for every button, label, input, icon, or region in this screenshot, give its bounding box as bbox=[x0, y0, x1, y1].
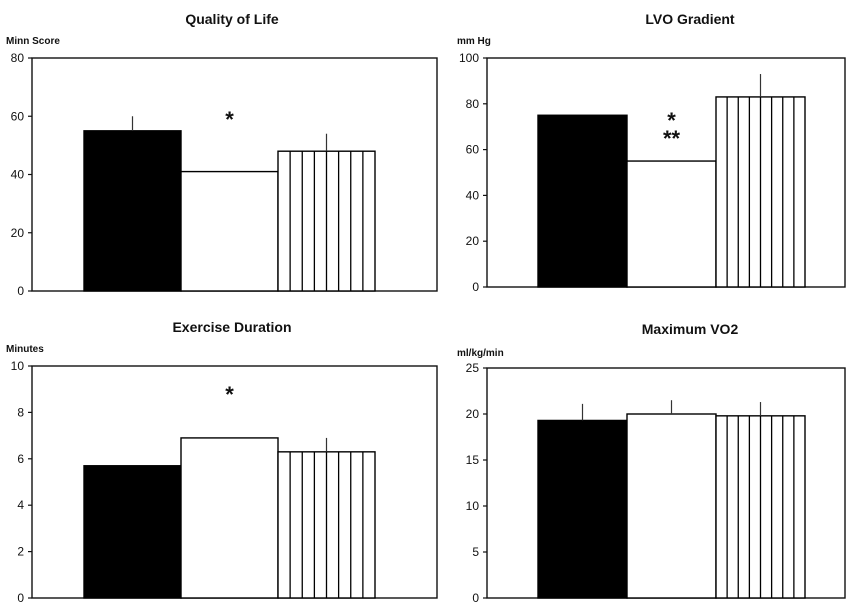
significance-marker: * bbox=[225, 107, 234, 132]
panel-2: Exercise Duration Minutes 0 2 4 6 8 10 * bbox=[6, 319, 438, 602]
y-tick-label: 5 bbox=[472, 545, 479, 559]
y-tick-label: 60 bbox=[466, 143, 480, 157]
bar-solid bbox=[83, 465, 182, 599]
panel-0: Quality of Life Minn Score 0 20 40 60 80 * bbox=[6, 11, 438, 298]
y-tick-label: 20 bbox=[11, 226, 25, 240]
y-tick-label: 100 bbox=[459, 51, 479, 65]
significance-marker: * bbox=[667, 108, 676, 133]
bar-open bbox=[180, 170, 279, 292]
chart-title: Quality of Life bbox=[185, 11, 279, 27]
y-tick-label: 15 bbox=[466, 453, 480, 467]
y-tick-label: 80 bbox=[466, 97, 480, 111]
y-tick-label: 10 bbox=[11, 359, 25, 373]
y-tick-label: 80 bbox=[11, 51, 25, 65]
bar-solid bbox=[537, 114, 628, 288]
bar-open bbox=[626, 160, 717, 288]
significance-marker: ** bbox=[663, 126, 681, 151]
y-tick-label: 6 bbox=[17, 452, 24, 466]
significance-marker: * bbox=[225, 382, 234, 407]
y-tick-label: 8 bbox=[17, 405, 24, 419]
y-tick-label: 20 bbox=[466, 234, 480, 248]
y-tick-label: 20 bbox=[466, 407, 480, 421]
y-tick-label: 0 bbox=[17, 591, 24, 602]
y-axis-label: Minn Score bbox=[6, 36, 60, 47]
y-tick-label: 4 bbox=[17, 498, 24, 512]
y-tick-label: 40 bbox=[466, 188, 480, 202]
y-tick-label: 40 bbox=[11, 168, 25, 182]
y-tick-label: 0 bbox=[17, 284, 24, 298]
bar-solid bbox=[83, 130, 182, 292]
y-axis-label: mm Hg bbox=[457, 36, 491, 47]
y-tick-label: 60 bbox=[11, 109, 25, 123]
y-tick-label: 25 bbox=[466, 361, 480, 375]
y-tick-label: 10 bbox=[466, 499, 480, 513]
y-tick-label: 2 bbox=[17, 545, 24, 559]
y-tick-label: 0 bbox=[472, 591, 479, 602]
y-axis-label: Minutes bbox=[6, 344, 44, 355]
chart-title: LVO Gradient bbox=[645, 11, 735, 27]
panel-3: Maximum VO2 ml/kg/min 0 5 10 15 20 25 bbox=[457, 321, 846, 602]
y-axis-label: ml/kg/min bbox=[457, 348, 504, 359]
bar-open bbox=[180, 437, 279, 599]
y-tick-label: 0 bbox=[472, 280, 479, 294]
bar-solid bbox=[537, 419, 628, 599]
panel-1: LVO Gradient mm Hg 0 20 40 60 80 100 *** bbox=[457, 11, 846, 294]
chart-title: Exercise Duration bbox=[172, 319, 291, 335]
chart-title: Maximum VO2 bbox=[642, 321, 739, 337]
bar-open bbox=[626, 413, 717, 599]
